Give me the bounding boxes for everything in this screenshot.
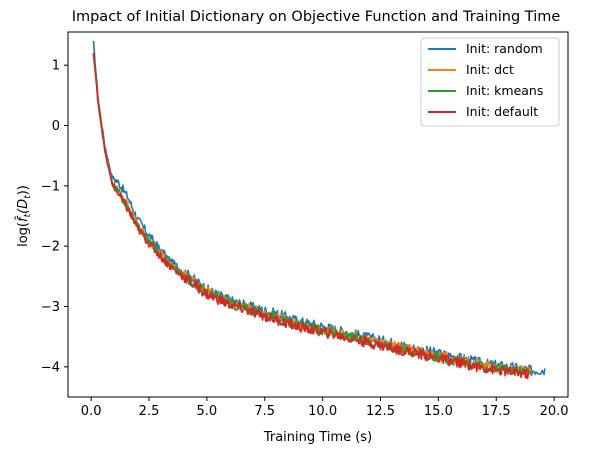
x-tick-label: 15.0 — [424, 404, 453, 419]
y-axis-label-f: f̂ — [16, 215, 31, 222]
legend-label-random: Init: random — [466, 41, 543, 56]
y-axis-label-log: log( — [16, 222, 31, 247]
legend: Init: random Init: dct Init: kmeans Init… — [420, 37, 560, 127]
y-axis-label-sub-t: t — [23, 213, 33, 217]
y-axis-label-d: (D — [16, 199, 31, 214]
x-tick-label: 10.0 — [308, 404, 337, 419]
x-tick-label: 5.0 — [197, 404, 218, 419]
x-tick-label: 0.0 — [81, 404, 102, 419]
y-axis-label-sub-t2: t — [23, 195, 33, 199]
chart-title: Impact of Initial Dictionary on Objectiv… — [72, 9, 561, 25]
x-tick-label: 2.5 — [139, 404, 160, 419]
legend-label-dct: Init: dct — [466, 62, 514, 77]
x-tick-label: 7.5 — [254, 404, 275, 419]
y-tick-label: 1 — [52, 59, 60, 74]
x-axis: 0.0 2.5 5.0 7.5 10.0 12.5 15.0 17.5 20.0 — [81, 397, 569, 419]
series-layer — [92, 40, 546, 380]
plot-border — [67, 31, 569, 398]
y-axis-label-close: )) — [16, 185, 31, 195]
x-tick-label: 17.5 — [482, 404, 511, 419]
x-tick-label: 12.5 — [366, 404, 395, 419]
y-axis: 1 0 −1 −2 −3 −4 — [41, 59, 68, 375]
y-tick-label: −1 — [41, 179, 60, 194]
y-tick-label: −3 — [41, 300, 60, 315]
y-tick-label: −4 — [41, 360, 60, 375]
x-axis-label: Training Time (s) — [263, 430, 372, 445]
y-tick-label: 0 — [52, 119, 60, 134]
legend-box — [420, 37, 560, 127]
y-tick-label: −2 — [41, 240, 60, 255]
series-line-default — [92, 52, 530, 380]
y-axis-label: log(f̂t(Dt)) — [16, 185, 33, 247]
legend-label-kmeans: Init: kmeans — [466, 83, 543, 98]
x-tick-label: 20.0 — [540, 404, 569, 419]
legend-label-default: Init: default — [466, 104, 538, 119]
